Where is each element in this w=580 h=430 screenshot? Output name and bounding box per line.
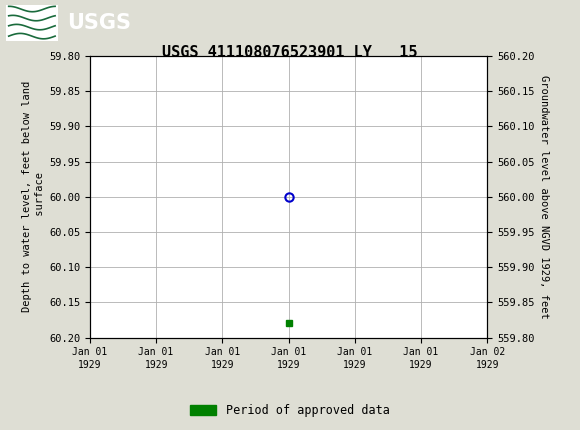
Y-axis label: Depth to water level, feet below land
 surface: Depth to water level, feet below land su…: [21, 81, 45, 312]
Y-axis label: Groundwater level above NGVD 1929, feet: Groundwater level above NGVD 1929, feet: [539, 75, 549, 319]
Text: USGS: USGS: [67, 12, 130, 33]
Legend: Period of approved data: Period of approved data: [186, 399, 394, 422]
Text: USGS 411108076523901 LY   15: USGS 411108076523901 LY 15: [162, 45, 418, 60]
Bar: [6, 4, 58, 41]
